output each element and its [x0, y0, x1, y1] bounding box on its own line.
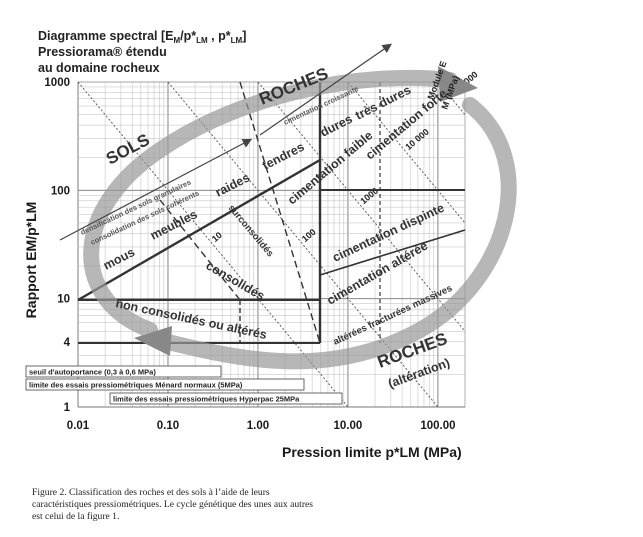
- y-tick-label: 1000: [44, 77, 70, 89]
- reference-label: seuil d'autoportance (0,3 à 0,6 MPa): [29, 368, 156, 377]
- label-dures: dures: [318, 112, 355, 140]
- modulus-line-label: 10: [210, 230, 224, 244]
- x-tick-labels: 0.01 0.10 1.00 10.00 100.00: [67, 420, 456, 432]
- boundary-dashed-1: [239, 81, 321, 344]
- reference-label: limite des essais pressiométriques Hyper…: [113, 395, 300, 404]
- header-line3: au domaine rocheux: [38, 61, 160, 75]
- modulus-line-label: 100: [300, 227, 318, 244]
- x-tick-label: 10.00: [334, 420, 363, 432]
- y-axis-label: Rapport EM/p*LM: [23, 202, 39, 319]
- arrow-cimentation: [259, 43, 392, 136]
- reference-box: [109, 392, 343, 405]
- trend-arrows: [59, 43, 392, 241]
- modulus-line: [347, 81, 466, 224]
- cycle-arrows: [83, 69, 517, 370]
- arrow-densification: [59, 138, 253, 241]
- y-tick-label: 4: [64, 337, 71, 349]
- header-line2: Pressiorama® étendu: [38, 45, 167, 59]
- figure-caption: Figure 2. Classification des roches et d…: [32, 487, 314, 522]
- arrow-upper: [83, 69, 458, 338]
- x-tick-label: 1.00: [247, 420, 269, 432]
- reference-label: limite des essais pressiométriques Ménar…: [29, 381, 243, 390]
- reference-lines: seuil d'autoportance (0,3 à 0,6 MPa) limi…: [25, 365, 343, 405]
- modulus-line: [167, 81, 439, 408]
- class-boundaries: [77, 81, 466, 344]
- x-axis-label: Pression limite p*LM (MPa): [282, 444, 462, 460]
- reference-box: [25, 365, 222, 378]
- arrow-heads: [134, 66, 478, 356]
- boundary-alt: [319, 229, 466, 276]
- arrow-lower: [152, 97, 517, 370]
- modulus-line: [437, 81, 466, 115]
- header-line1: Diagramme spectral [EM/p*LM , p*LM]: [38, 29, 246, 45]
- y-tick-labels: 1 4 10 100 1000: [44, 77, 70, 414]
- y-tick-label: 100: [51, 185, 70, 197]
- modulus-line-label: 1000: [358, 186, 380, 207]
- x-tick-label: 0.01: [67, 420, 90, 432]
- modulus-line: [77, 81, 349, 408]
- y-tick-label: 1: [64, 402, 71, 414]
- boundary-dashed-2: [159, 199, 241, 301]
- x-tick-label: 0.10: [157, 420, 179, 432]
- y-tick-label: 10: [57, 294, 70, 306]
- reference-box: [25, 378, 305, 391]
- x-tick-label: 100.00: [420, 420, 455, 432]
- arrow-head-lower: [134, 326, 172, 356]
- label-tendres: tendres: [260, 140, 307, 173]
- boundary-diagonal-main: [77, 158, 321, 302]
- arrow-head-upper: [438, 66, 478, 102]
- label-surconsolides: surconsolidés: [226, 203, 276, 259]
